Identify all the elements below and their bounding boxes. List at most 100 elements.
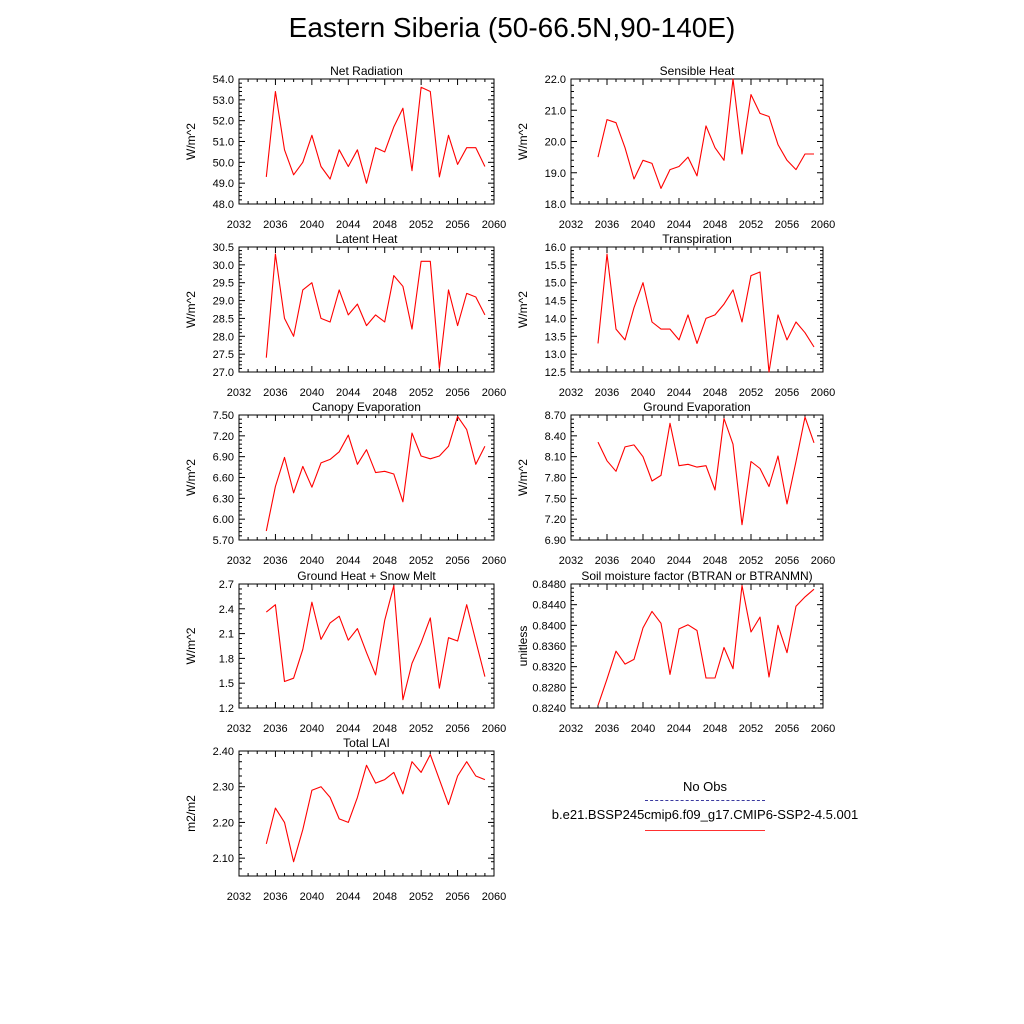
y-axis-label: unitless — [516, 626, 530, 667]
x-tick-label: 2044 — [667, 555, 691, 567]
y-tick-label: 6.90 — [545, 535, 566, 547]
y-tick-label: 6.00 — [213, 514, 234, 526]
x-tick-label: 2048 — [372, 891, 396, 903]
y-tick-label: 0.8400 — [532, 620, 566, 632]
y-tick-label: 15.0 — [545, 278, 566, 290]
y-axis-label: W/m^2 — [516, 123, 530, 160]
series-line — [597, 253, 815, 373]
y-tick-label: 28.0 — [213, 331, 234, 343]
plot-frame — [238, 583, 495, 709]
x-tick-label: 2032 — [227, 219, 251, 231]
x-tick-label: 2060 — [482, 219, 506, 231]
x-tick-label: 2056 — [445, 387, 469, 399]
legend-obs-label: No Obs — [682, 779, 728, 794]
chart-title: Soil moisture factor (BTRAN or BTRANMN) — [581, 569, 812, 583]
y-tick-label: 2.20 — [213, 817, 234, 829]
chart-panel: Canopy Evaporation W/m^2 2032 2036 2040 2044 2… — [184, 400, 506, 567]
x-tick-label: 2052 — [409, 723, 433, 735]
y-tick-label: 30.0 — [213, 260, 234, 272]
x-tick-label: 2032 — [559, 555, 583, 567]
x-tick-label: 2060 — [811, 219, 835, 231]
x-tick-label: 2060 — [811, 723, 835, 735]
x-tick-label: 2036 — [263, 387, 287, 399]
x-tick-label: 2040 — [300, 219, 324, 231]
chart-title: Canopy Evaporation — [312, 400, 421, 414]
x-tick-label: 2040 — [631, 555, 655, 567]
y-tick-label: 13.5 — [545, 331, 566, 343]
x-tick-label: 2032 — [227, 723, 251, 735]
y-tick-label: 2.7 — [219, 579, 234, 591]
x-tick-label: 2036 — [595, 555, 619, 567]
x-tick-label: 2044 — [336, 219, 360, 231]
chart-title: Net Radiation — [330, 64, 403, 78]
y-tick-label: 0.8280 — [532, 682, 566, 694]
x-tick-label: 2048 — [703, 387, 727, 399]
x-tick-label: 2052 — [739, 723, 763, 735]
x-tick-label: 2048 — [372, 723, 396, 735]
x-tick-label: 2052 — [739, 555, 763, 567]
x-tick-label: 2056 — [775, 555, 799, 567]
x-tick-label: 2052 — [739, 387, 763, 399]
chart-panel: Total LAI m2/m2 2032 2036 2040 2044 2048 2052 20… — [184, 736, 506, 903]
y-tick-label: 14.0 — [545, 313, 566, 325]
x-tick-label: 2060 — [482, 555, 506, 567]
x-tick-label: 2048 — [372, 219, 396, 231]
y-tick-label: 7.50 — [545, 493, 566, 505]
page-title: Eastern Siberia (50-66.5N,90-140E) — [288, 12, 736, 43]
y-tick-label: 2.40 — [213, 746, 234, 758]
y-tick-label: 2.30 — [213, 782, 234, 794]
x-tick-label: 2040 — [300, 723, 324, 735]
chart-panel: Ground Heat + Snow Melt W/m^2 2032 2036 2040… — [184, 569, 506, 735]
chart-title: Transpiration — [662, 232, 732, 246]
x-tick-label: 2036 — [263, 555, 287, 567]
x-tick-label: 2032 — [227, 555, 251, 567]
legend-obs-line — [645, 800, 765, 801]
plot-frame — [570, 78, 824, 205]
y-axis-label: m2/m2 — [184, 795, 198, 832]
y-tick-label: 50.0 — [213, 157, 234, 169]
x-tick-label: 2056 — [775, 723, 799, 735]
y-tick-label: 20.0 — [545, 137, 566, 149]
y-tick-label: 7.50 — [213, 410, 234, 422]
x-tick-label: 2032 — [227, 387, 251, 399]
y-tick-label: 49.0 — [213, 178, 234, 190]
y-tick-label: 53.0 — [213, 95, 234, 107]
chart-title: Ground Heat + Snow Melt — [297, 569, 436, 583]
y-tick-label: 54.0 — [213, 74, 234, 86]
x-tick-label: 2060 — [482, 891, 506, 903]
y-tick-label: 21.0 — [545, 105, 566, 117]
x-tick-label: 2056 — [445, 555, 469, 567]
chart-panel: Ground Evaporation W/m^2 2032 2036 2040 2044 2… — [516, 400, 835, 567]
y-tick-label: 18.0 — [545, 199, 566, 211]
x-tick-label: 2048 — [703, 723, 727, 735]
chart-title: Total LAI — [343, 736, 390, 750]
y-axis-label: W/m^2 — [184, 459, 198, 496]
x-tick-label: 2048 — [372, 387, 396, 399]
y-tick-label: 27.0 — [213, 367, 234, 379]
x-tick-label: 2056 — [445, 891, 469, 903]
x-tick-label: 2036 — [595, 723, 619, 735]
y-tick-label: 0.8440 — [532, 600, 566, 612]
series-line — [265, 86, 486, 184]
x-tick-label: 2032 — [227, 891, 251, 903]
y-tick-label: 0.8240 — [532, 703, 566, 715]
series-line — [265, 253, 486, 369]
x-tick-label: 2044 — [336, 387, 360, 399]
x-tick-label: 2056 — [775, 219, 799, 231]
plot-frame — [570, 414, 824, 541]
x-tick-label: 2036 — [263, 723, 287, 735]
x-tick-label: 2060 — [482, 387, 506, 399]
y-tick-label: 8.70 — [545, 410, 566, 422]
chart-panel: Transpiration W/m^2 2032 2036 2040 2044 2048 20… — [516, 232, 835, 399]
x-tick-label: 2036 — [263, 891, 287, 903]
x-tick-label: 2040 — [300, 387, 324, 399]
x-tick-label: 2056 — [445, 723, 469, 735]
x-tick-label: 2044 — [336, 891, 360, 903]
series-line — [265, 585, 486, 701]
x-tick-label: 2052 — [739, 219, 763, 231]
y-tick-label: 7.80 — [545, 473, 566, 485]
x-tick-label: 2036 — [595, 219, 619, 231]
y-tick-label: 12.5 — [545, 367, 566, 379]
x-tick-label: 2044 — [667, 387, 691, 399]
y-axis-label: W/m^2 — [516, 459, 530, 496]
